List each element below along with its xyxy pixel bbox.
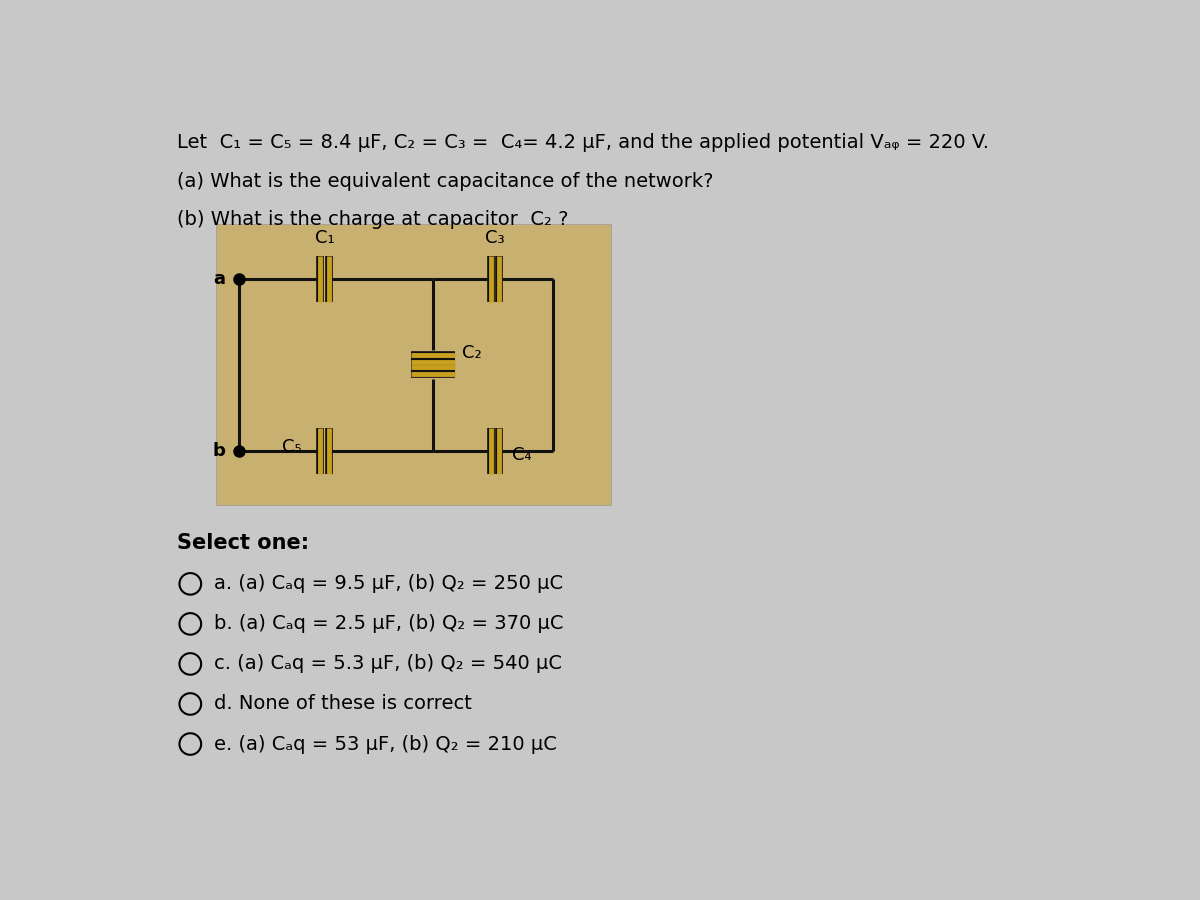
Text: b: b: [212, 442, 226, 460]
Text: a: a: [214, 270, 226, 288]
Text: C₂: C₂: [462, 344, 482, 362]
Text: C₅: C₅: [282, 437, 301, 455]
Bar: [216, 223, 611, 505]
Text: c. (a) Cₐq = 5.3 μF, (b) Q₂ = 540 μC: c. (a) Cₐq = 5.3 μF, (b) Q₂ = 540 μC: [214, 654, 562, 673]
Text: (a) What is the equivalent capacitance of the network?: (a) What is the equivalent capacitance o…: [178, 172, 714, 191]
Text: Let  C₁ = C₅ = 8.4 μF, C₂ = C₃ =  C₄= 4.2 μF, and the applied potential Vₐᵩ = 22: Let C₁ = C₅ = 8.4 μF, C₂ = C₃ = C₄= 4.2 …: [178, 133, 989, 152]
Text: d. None of these is correct: d. None of these is correct: [214, 695, 472, 714]
Text: C₃: C₃: [485, 229, 505, 247]
Text: b. (a) Cₐq = 2.5 μF, (b) Q₂ = 370 μC: b. (a) Cₐq = 2.5 μF, (b) Q₂ = 370 μC: [214, 615, 563, 634]
Text: C₄: C₄: [512, 446, 532, 464]
Text: C₁: C₁: [314, 229, 335, 247]
Text: a. (a) Cₐq = 9.5 μF, (b) Q₂ = 250 μC: a. (a) Cₐq = 9.5 μF, (b) Q₂ = 250 μC: [214, 574, 563, 593]
Text: Select one:: Select one:: [178, 533, 310, 553]
Text: (b) What is the charge at capacitor  C₂ ?: (b) What is the charge at capacitor C₂ ?: [178, 210, 569, 230]
Text: e. (a) Cₐq = 53 μF, (b) Q₂ = 210 μC: e. (a) Cₐq = 53 μF, (b) Q₂ = 210 μC: [214, 734, 557, 753]
